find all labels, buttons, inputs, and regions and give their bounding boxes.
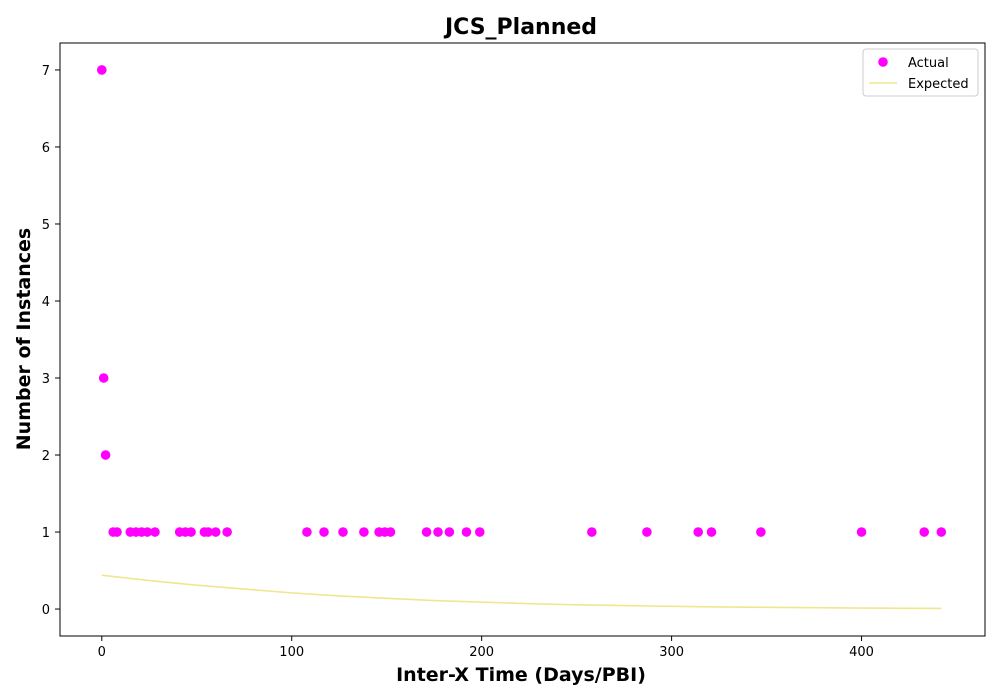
x-tick-label: 0 [98,645,106,660]
actual-point [96,65,107,75]
actual-point [112,527,122,537]
actual-point [706,527,717,537]
y-axis-label: Number of Instances [13,228,35,450]
actual-point [319,527,329,537]
actual-point [98,373,109,383]
actual-point [474,527,485,537]
actual-point [338,527,348,537]
actual-point [642,527,652,537]
y-tick-label: 1 [42,526,50,541]
y-tick-label: 0 [42,603,50,618]
x-tick-label: 300 [659,645,684,660]
actual-point [936,527,947,537]
actual-point [142,527,153,537]
y-tick-label: 4 [42,295,50,310]
actual-point [203,527,213,537]
plot-area [96,65,947,610]
y-tick-label: 6 [42,141,50,156]
actual-point [444,527,455,537]
actual-point [856,527,867,537]
legend: Actual Expected [862,48,979,97]
actual-point [385,527,396,537]
legend-label: Expected [908,77,969,92]
chart-title: JCS_Planned [443,15,597,40]
x-tick-label: 100 [279,645,304,660]
x-axis-label: Inter-X Time (Days/PBI) [396,664,646,686]
y-tick-label: 5 [42,218,50,233]
actual-point [587,527,597,537]
y-tick-label: 3 [42,372,50,387]
plot-frame [59,42,986,637]
actual-point [186,527,196,537]
actual-point [210,527,221,537]
actual-point [222,527,232,537]
legend-box [862,48,979,97]
y-tick-label: 2 [42,449,50,464]
actual-point [150,527,160,537]
y-tick-label: 7 [42,64,50,79]
actual-point [461,527,472,537]
actual-point [433,527,443,537]
expected-line [101,574,942,610]
actual-point [421,527,432,537]
legend-marker-actual [878,57,888,67]
actual-point [359,527,369,537]
actual-point [919,527,930,537]
x-tick-label: 400 [849,645,874,660]
actual-point [302,527,312,537]
actual-point [693,527,703,537]
x-tick-label: 200 [469,645,494,660]
actual-point [100,450,111,460]
legend-label: Actual [908,56,949,71]
actual-point [756,527,766,537]
axis-ticks: 0 100 200 300 400 0 1 2 3 4 5 6 7 [42,64,874,660]
